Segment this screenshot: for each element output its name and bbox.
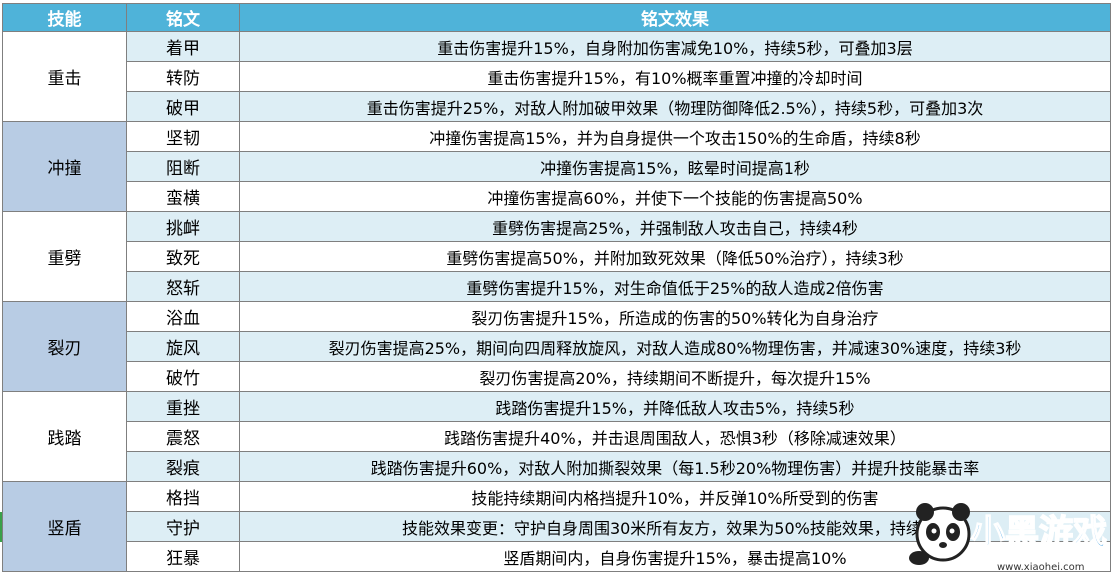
effect-cell: 裂刃伤害提升15%，所造成的伤害的50%转化为自身治疗 [239, 301, 1111, 332]
inscription-cell: 格挡 [126, 481, 240, 512]
table-row: 蛮横 冲撞伤害提高60%，并使下一个技能的伤害提高50% [3, 181, 1111, 212]
header-row: 技能 铭文 铭文效果 [2, 3, 1111, 32]
skill-cell: 竖盾 [2, 481, 127, 572]
inscription-cell: 阻断 [126, 151, 240, 182]
inscription-cell: 狂暴 [126, 541, 240, 572]
effect-cell: 践踏伤害提升40%，并击退周围敌人，恐惧3秒（移除减速效果） [239, 421, 1111, 452]
inscription-cell: 裂痕 [126, 451, 240, 482]
edge-mark [0, 512, 2, 542]
table-row: 竖盾 格挡 技能持续期间内格挡提升10%，并反弹10%所受到的伤害 [2, 481, 1111, 572]
effect-cell: 冲撞伤害提高15%，并为自身提供一个攻击150%的生命盾，持续8秒 [239, 121, 1111, 152]
inscription-cell: 震怒 [126, 421, 240, 452]
table-row: 重劈 挑衅 重劈伤害提高25%，并强制敌人攻击自己，持续4秒 [2, 211, 1111, 302]
panda-icon [909, 503, 971, 565]
effect-cell: 竖盾期间内，自身伤害提升15%，暴击提高10% [239, 541, 1111, 572]
effect-cell: 重劈伤害提升15%，对生命值低于25%的敌人造成2倍伤害 [239, 271, 1111, 302]
table-row: 阻断 冲撞伤害提高15%，眩晕时间提高1秒 [3, 151, 1111, 182]
effect-cell: 冲撞伤害提高60%，并使下一个技能的伤害提高50% [239, 181, 1111, 212]
inscription-cell: 重挫 [126, 391, 240, 422]
table-row: 裂刃 浴血 裂刃伤害提升15%，所造成的伤害的50%转化为自身治疗 [2, 301, 1111, 392]
inscription-cell: 坚韧 [126, 121, 240, 152]
svg-text:小黑游戏: 小黑游戏 [971, 513, 1107, 553]
skill-cell: 践踏 [2, 391, 127, 482]
table-row: 重击 着甲 重击伤害提升15%，自身附加伤害减免10%，持续5秒，可叠加3层 [2, 31, 1111, 122]
effect-cell: 践踏伤害提升15%，并降低敌人攻击5%，持续5秒 [239, 391, 1111, 422]
table-row: 冲撞 坚韧 冲撞伤害提高15%，并为自身提供一个攻击150%的生命盾，持续8秒 [2, 121, 1111, 212]
brand-text: 小黑游戏 www.xiaohei.com [970, 512, 1108, 573]
effect-cell: 裂刃伤害提高20%，持续期间不断提升，每次提升15% [239, 361, 1111, 392]
table-row: 怒斩 重劈伤害提升15%，对生命值低于25%的敌人造成2倍伤害 [3, 271, 1111, 302]
effect-cell: 践踏伤害提升60%，对敌人附加撕裂效果（每1.5秒20%物理伤害）并提升技能暴击… [239, 451, 1111, 482]
table-row: 旋风 裂刃伤害提高25%，期间向四周释放旋风，对敌人造成80%物理伤害，并减速30… [3, 331, 1111, 362]
effect-cell: 重击伤害提升15%，有10%概率重置冲撞的冷却时间 [239, 61, 1111, 92]
effect-cell: 重击伤害提升15%，自身附加伤害减免10%，持续5秒，可叠加3层 [239, 31, 1111, 62]
table-row: 践踏 重挫 践踏伤害提升15%，并降低敌人攻击5%，持续5秒 [2, 391, 1111, 482]
inscription-cell: 旋风 [126, 331, 240, 362]
effect-cell: 技能持续期间内格挡提升10%，并反弹10%所受到的伤害 [239, 481, 1111, 512]
table-row: 裂痕 践踏伤害提升60%，对敌人附加撕裂效果（每1.5秒20%物理伤害）并提升技能… [3, 451, 1111, 482]
effect-cell: 重劈伤害提高50%，并附加致死效果（降低50%治疗），持续3秒 [239, 241, 1111, 272]
inscription-cell: 蛮横 [126, 181, 240, 212]
header-effect: 铭文效果 [239, 3, 1111, 32]
effect-cell: 冲撞伤害提高15%，眩晕时间提高1秒 [239, 151, 1111, 182]
inscription-cell: 浴血 [126, 301, 240, 332]
inscription-cell: 致死 [126, 241, 240, 272]
table-row: 转防 重击伤害提升15%，有10%概率重置冲撞的冷却时间 [3, 61, 1111, 92]
effect-cell: 裂刃伤害提高25%，期间向四周释放旋风，对敌人造成80%物理伤害，并减速30%速… [239, 331, 1111, 362]
inscription-cell: 守护 [126, 511, 240, 542]
inscription-table: 技能 铭文 铭文效果 重击 着甲 重击伤害提升15%，自身附加伤害减免10%，持续5… [2, 3, 1111, 572]
watermark-logo: 小黑游戏 www.xiaohei.com [909, 503, 1108, 573]
table-row: 破竹 裂刃伤害提高20%，持续期间不断提升，每次提升15% [3, 361, 1111, 392]
table-row: 致死 重劈伤害提高50%，并附加致死效果（降低50%治疗），持续3秒 [3, 241, 1111, 272]
inscription-cell: 着甲 [126, 31, 240, 62]
inscription-cell: 怒斩 [126, 271, 240, 302]
table-row: 破甲 重击伤害提升25%，对敌人附加破甲效果（物理防御降低2.5%），持续5秒，可… [3, 91, 1111, 122]
table-row: 狂暴 竖盾期间内，自身伤害提升15%，暴击提高10% [3, 541, 1111, 572]
table-row: 震怒 践踏伤害提升40%，并击退周围敌人，恐惧3秒（移除减速效果） [3, 421, 1111, 452]
effect-cell: 重击伤害提升25%，对敌人附加破甲效果（物理防御降低2.5%），持续5秒，可叠加… [239, 91, 1111, 122]
header-skill: 技能 [2, 3, 127, 32]
skill-cell: 重击 [2, 31, 127, 122]
header-inscription: 铭文 [126, 3, 240, 32]
inscription-cell: 破甲 [126, 91, 240, 122]
inscription-cell: 转防 [126, 61, 240, 92]
inscription-cell: 挑衅 [126, 211, 240, 242]
skill-cell: 冲撞 [2, 121, 127, 212]
svg-text:www.xiaohei.com: www.xiaohei.com [997, 562, 1085, 573]
inscription-cell: 破竹 [126, 361, 240, 392]
skill-cell: 裂刃 [2, 301, 127, 392]
effect-cell: 重劈伤害提高25%，并强制敌人攻击自己，持续4秒 [239, 211, 1111, 242]
skill-cell: 重劈 [2, 211, 127, 302]
